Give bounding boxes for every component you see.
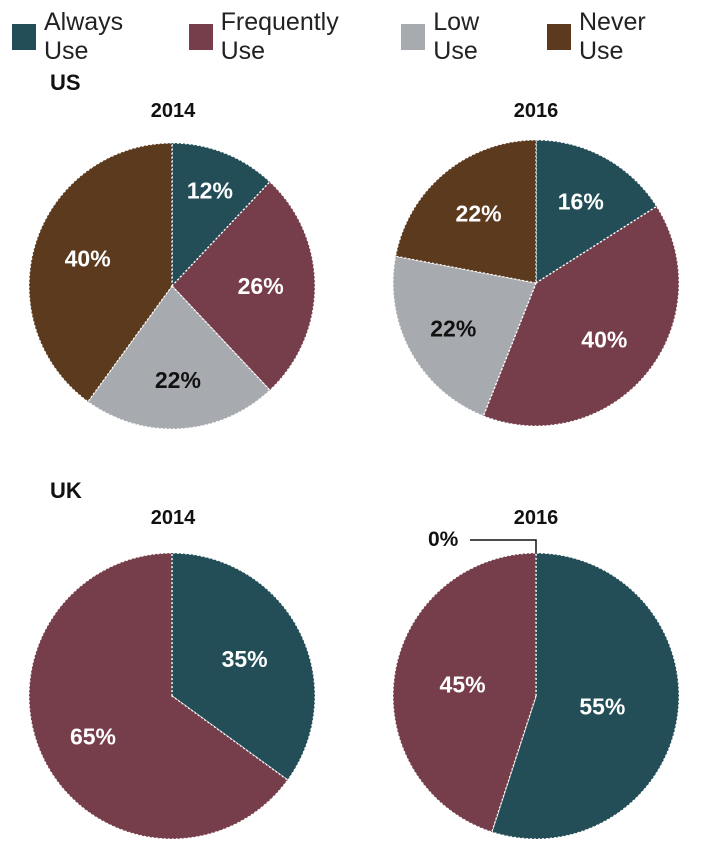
slice-label-frequently-use: 65% xyxy=(70,723,116,749)
legend-item-never-use: Never Use xyxy=(547,8,688,66)
slice-label-always-use: 12% xyxy=(187,177,233,203)
pie-slice-never-use xyxy=(28,142,173,403)
chart-title-uk-2016: 2016 xyxy=(513,507,559,529)
pie-slice-never-use xyxy=(394,139,537,284)
legend-label-low-use: Low Use xyxy=(433,8,480,65)
zero-callout-line xyxy=(470,539,537,553)
slice-label-frequently-use: 40% xyxy=(581,327,627,353)
legend-label-always-use: Always Use xyxy=(44,8,124,65)
legend-item-always-use: Always Use xyxy=(12,8,165,66)
pie-slice-frequently-use xyxy=(392,552,537,833)
pie-slice-always-use xyxy=(171,552,316,781)
chart-title-us-2016: 2016 xyxy=(513,100,559,122)
slice-label-always-use: 16% xyxy=(558,189,604,215)
slice-label-always-use: 35% xyxy=(222,646,268,672)
pie-slice-always-use xyxy=(171,142,271,288)
pie-slice-frequently-use xyxy=(482,205,680,427)
chart-title-uk-2014: 2014 xyxy=(150,507,196,529)
pie-uk-2016: 55% 45% xyxy=(392,539,680,840)
slice-label-never-use: 40% xyxy=(65,246,111,272)
legend-item-frequently-use: Frequently Use xyxy=(188,8,378,66)
legend-swatch-low-use xyxy=(401,24,426,50)
slice-label-always-use: 55% xyxy=(579,694,625,720)
legend-label-never-use: Never Use xyxy=(579,8,646,65)
legend-swatch-always-use xyxy=(12,24,36,50)
legend: Always Use Frequently Use Low Use Never … xyxy=(12,8,712,66)
pie-slice-always-use xyxy=(535,139,658,285)
chart-title-us-2014: 2014 xyxy=(150,100,196,122)
slice-label-never-use: 22% xyxy=(456,201,502,227)
slice-label-frequently-use: 45% xyxy=(440,671,486,697)
legend-item-low-use: Low Use xyxy=(401,8,523,66)
pie-slice-frequently-use xyxy=(171,180,316,392)
slice-label-frequently-use: 26% xyxy=(238,273,284,299)
pie-us-2016: 16% 40% 22% 22% xyxy=(392,139,680,427)
pie-slice-low-use xyxy=(392,255,537,417)
pie-slice-frequently-use xyxy=(28,552,289,840)
region-label-uk: UK xyxy=(50,478,82,503)
slice-label-low-use: 22% xyxy=(155,367,201,393)
slice-label-low-use: 22% xyxy=(430,315,476,341)
pie-slice-always-use xyxy=(490,552,680,840)
legend-label-frequently-use: Frequently Use xyxy=(220,8,339,65)
pie-us-2014: 12% 26% 22% 40% xyxy=(28,142,316,430)
region-label-us: US xyxy=(50,70,81,95)
pie-slice-low-use xyxy=(87,284,271,430)
legend-swatch-frequently-use xyxy=(188,24,213,50)
zero-percent-callout: 0% xyxy=(428,528,459,551)
legend-swatch-never-use xyxy=(547,24,571,50)
pie-uk-2014: 35% 65% xyxy=(28,552,316,840)
